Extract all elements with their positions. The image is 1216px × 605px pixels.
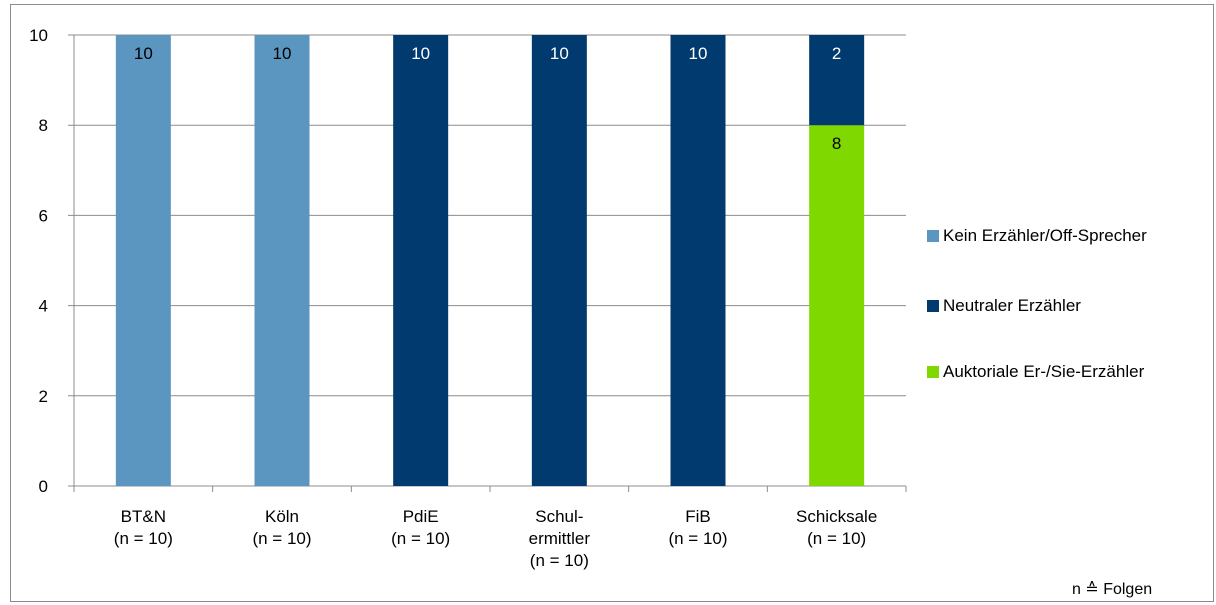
x-tick-label-line: Schul- [535, 507, 584, 526]
x-tick-label: Köln (n = 10) [217, 506, 347, 550]
x-tick-label: FiB (n = 10) [633, 506, 763, 550]
x-tick-label-line: (n = 10) [113, 529, 173, 548]
x-tick-label: Schicksale (n = 10) [772, 506, 902, 550]
bar-segment [809, 35, 865, 126]
x-tick-label: Schul-ermittler (n = 10) [494, 506, 624, 572]
x-tick-label-line: ermittler [528, 529, 591, 548]
data-label: 10 [411, 44, 430, 63]
x-tick-label-line: (n = 10) [391, 529, 451, 548]
bar-segment [254, 35, 310, 486]
bar-segment [531, 35, 587, 486]
x-tick-label-line: (n = 10) [807, 529, 867, 548]
x-tick-label-line: (n = 10) [668, 529, 728, 548]
x-tick-label-line: Köln [264, 507, 300, 526]
legend-swatch [927, 230, 939, 242]
x-tick-label-line: (n = 10) [529, 551, 589, 570]
legend-label: Auktoriale Er-/Sie-Erzähler [943, 362, 1145, 381]
x-tick-label: PdiE (n = 10) [356, 506, 486, 550]
data-label: 10 [273, 44, 292, 63]
legend-label: Kein Erzähler/Off-Sprecher [943, 226, 1147, 245]
y-tick-label: 10 [29, 26, 48, 45]
data-label: 10 [134, 44, 153, 63]
x-tick-label: BT&N (n = 10) [78, 506, 208, 550]
legend-label: Neutraler Erzähler [943, 296, 1081, 315]
bar-segment [393, 35, 449, 486]
legend-swatch [927, 300, 939, 312]
y-tick-label: 6 [39, 206, 48, 225]
legend-swatch [927, 366, 939, 378]
x-tick-label-line: BT&N [120, 507, 166, 526]
y-tick-label: 0 [39, 477, 48, 496]
data-label: 10 [550, 44, 569, 63]
footnote: n ≙ Folgen [1072, 581, 1153, 598]
data-label: 2 [832, 44, 841, 63]
y-tick-label: 2 [39, 387, 48, 406]
y-tick-label: 8 [39, 116, 48, 135]
bar-segment [809, 125, 865, 486]
x-tick-label-line: FiB [685, 507, 711, 526]
data-label: 10 [689, 44, 708, 63]
data-label: 8 [832, 134, 841, 153]
x-tick-label-line: Schicksale [796, 507, 878, 526]
bar-segment [115, 35, 171, 486]
legend-item: Neutraler Erzähler [927, 296, 1081, 316]
x-tick-label-line: PdiE [402, 507, 439, 526]
x-tick-label-line: (n = 10) [252, 529, 312, 548]
legend-item: Kein Erzähler/Off-Sprecher [927, 226, 1147, 246]
chart-frame [10, 4, 1214, 602]
bar-segment [670, 35, 726, 486]
y-tick-label: 4 [39, 297, 48, 316]
legend-item: Auktoriale Er-/Sie-Erzähler [927, 362, 1144, 382]
